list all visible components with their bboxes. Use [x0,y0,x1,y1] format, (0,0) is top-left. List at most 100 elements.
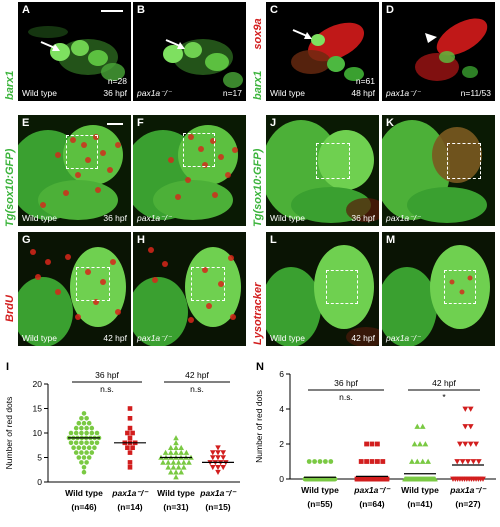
micrograph-E [18,115,131,226]
data-point [175,464,182,470]
data-point [215,450,221,456]
data-point [127,425,133,431]
data-point [186,459,192,465]
scale-bar [101,10,123,12]
micrograph-D [415,18,488,81]
data-point [175,459,182,465]
side-label-brdu: BrdU [4,295,16,322]
data-point [71,445,76,450]
data-point [84,425,89,431]
panel-letter-B: B [137,4,145,16]
side-label-lysotracker: Lysotracker [252,282,264,345]
panel-L: L Wild type 42 hpf [266,232,379,346]
data-point [210,450,216,456]
panel-J: J Wild type 36 hpf [266,115,379,226]
micrograph-J [266,115,379,226]
data-point [73,440,79,446]
data-point [79,416,84,421]
n-count: n=61 [355,75,375,86]
data-point [215,469,221,475]
data-point [127,465,133,470]
genotype-label: Wild type [270,87,305,98]
panel-letter-D: D [386,4,394,16]
data-point [86,445,92,450]
x-category-label: Wild type [301,485,339,495]
group-label: 36 hpf [334,378,358,388]
data-point [173,444,179,450]
y-tick-label: 6 [279,369,284,379]
genotype-label: pax1a⁻/⁻ [137,212,172,223]
y-tick-label: 0 [279,474,284,484]
data-point [419,458,426,464]
panel-letter-F: F [137,117,144,129]
data-point [73,425,79,431]
n-label: (n=55) [307,499,332,509]
data-point [173,449,179,455]
data-point [68,430,74,436]
side-label-sox9a-barx1: barx1 sox9a [252,18,264,100]
data-point [323,459,328,464]
data-point [425,458,431,464]
data-point [89,425,95,431]
data-point [317,459,323,464]
stage-label: 48 hpf [351,87,375,98]
data-point [165,464,171,470]
x-category-label: pax1a⁻/⁻ [353,485,391,495]
data-point [470,459,477,465]
data-point [79,425,84,431]
data-point [127,450,133,455]
data-point [76,455,82,460]
data-point [462,424,469,430]
data-point [94,440,100,446]
panel-letter-A: A [22,4,30,16]
genotype-label: Wild type [22,87,57,98]
data-point [411,441,418,447]
genotype-label: Wild type [270,212,305,223]
dot-plot-I: I 0 5 10 15 20 Number of red dots 36 hpf n.s. 42 … [4,361,240,512]
data-point [173,440,179,446]
n-label: (n=14) [117,502,142,512]
panel-C: C n=61 Wild type 48 hpf [266,2,379,101]
data-point [168,469,174,475]
data-point [86,455,92,460]
micrograph-C [291,22,365,81]
data-point [220,450,226,456]
data-point [130,445,135,450]
data-point [384,476,390,482]
data-point [127,460,133,465]
significance-label: n.s. [339,392,353,402]
side-label-sox10-left: Tg(sox10:GFP) [4,148,16,227]
data-point [89,440,95,446]
data-point [465,459,471,465]
data-point [76,445,82,450]
region-box [66,135,98,169]
data-point [457,441,463,447]
data-point [81,411,87,416]
data-point [127,435,133,441]
genotype-label: pax1a⁻/⁻ [137,332,172,343]
n-label: (n=15) [205,502,230,512]
y-tick-label: 0 [37,477,42,487]
data-point [178,449,184,455]
n-count: n=11/53 [460,87,491,98]
micrograph-K [382,115,495,226]
data-point [369,441,375,447]
region-box [326,270,358,304]
region-box [76,267,110,301]
data-point [210,465,216,471]
micrograph-A [28,26,125,81]
y-axis-label: Number of red dots [4,397,14,470]
genotype-label: pax1a⁻/⁻ [386,332,421,343]
data-point [79,440,84,446]
micrograph-G [18,232,131,346]
data-point [92,445,97,450]
y-tick-label: 2 [279,439,284,449]
x-category-label: pax1a⁻/⁻ [449,485,487,495]
data-point [364,441,369,447]
n-count: n=17 [222,87,242,98]
genotype-label: Wild type [22,332,57,343]
data-point [417,441,423,447]
data-point [160,459,166,465]
data-point [480,476,486,482]
data-point [81,420,87,426]
